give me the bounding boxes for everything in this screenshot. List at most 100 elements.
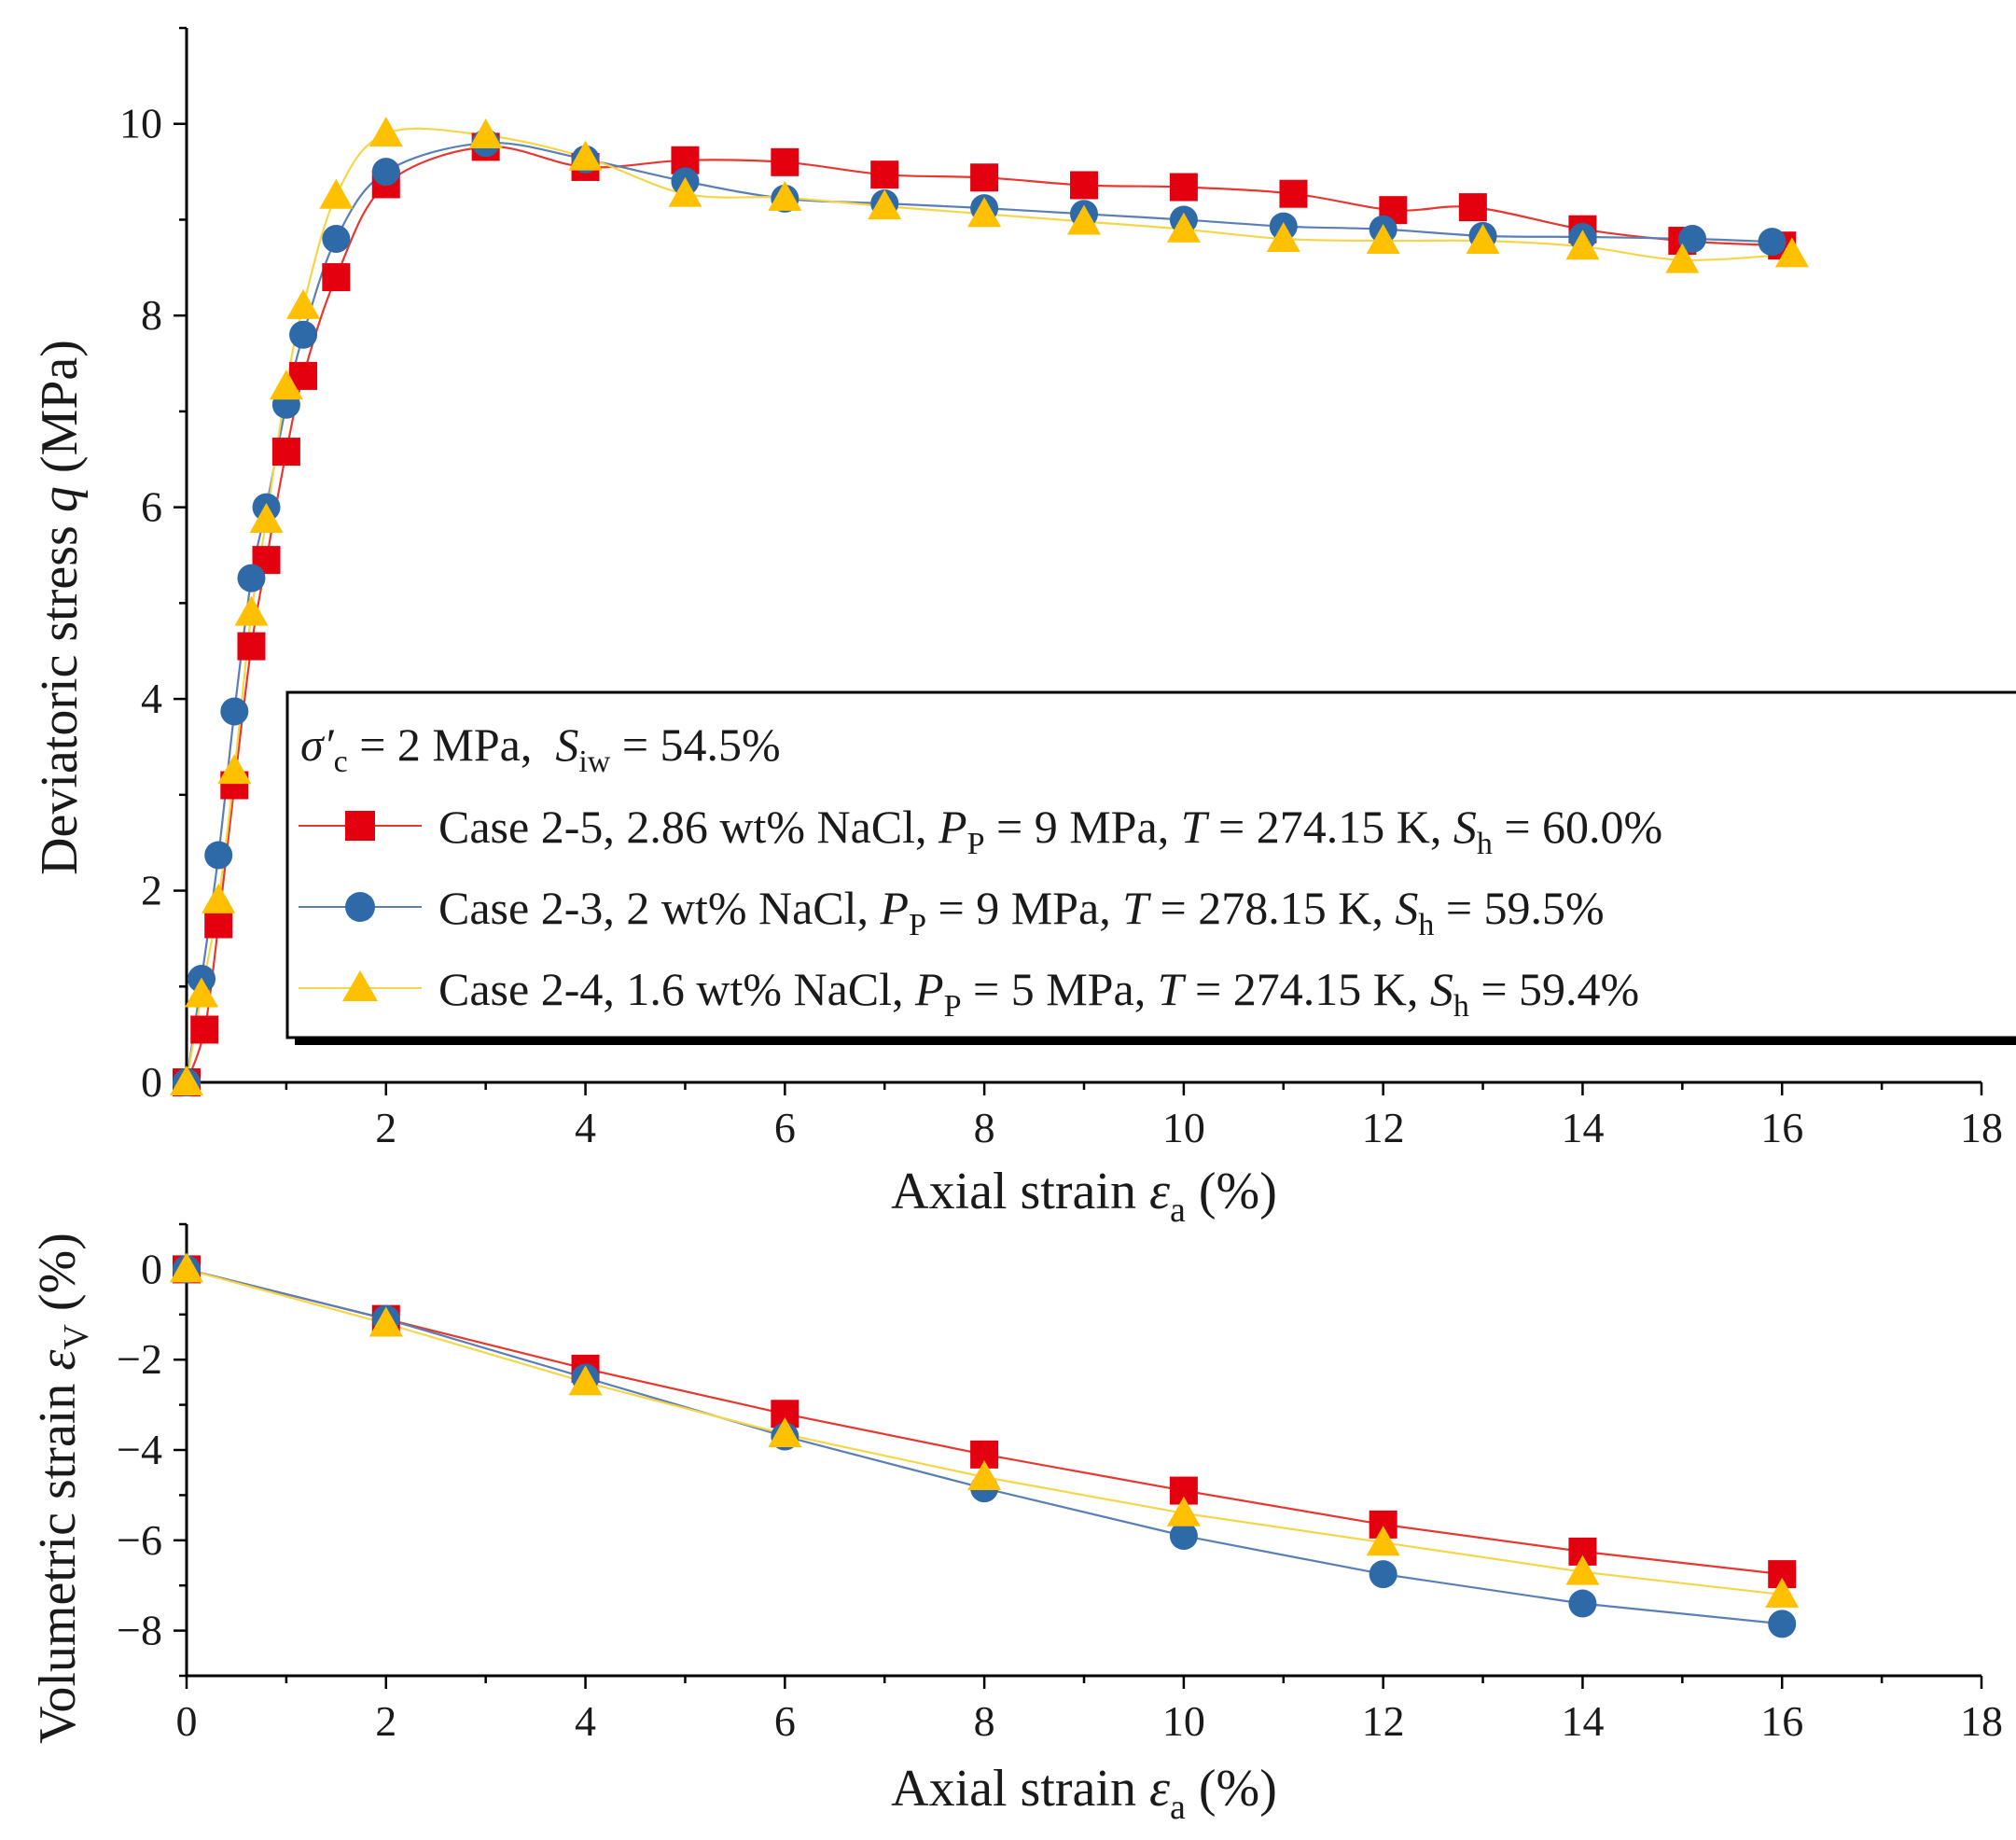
top-data-point — [1665, 243, 1700, 273]
bottom-x-tick-label: 18 — [1960, 1697, 2003, 1745]
legend-p-case-2-4: 5 MPa — [1011, 963, 1134, 1015]
top-x-tick-label: 2 — [375, 1104, 396, 1151]
legend-sh-case-2-4: 59.4% — [1519, 963, 1639, 1015]
bottom-y-tick-label: −8 — [117, 1607, 162, 1654]
top-x-tick-label: 10 — [1162, 1104, 1205, 1151]
legend-sigma-text: = 2 MPa, — [348, 718, 556, 771]
bottom-markers-case-2-5 — [173, 1255, 1797, 1589]
top-data-point — [1678, 225, 1707, 253]
top-x-axis-title: Axial strain εa (%) — [891, 1163, 1277, 1230]
bottom-x-tick-label: 0 — [176, 1697, 198, 1745]
top-data-point — [185, 977, 219, 1008]
bottom-data-point — [768, 1417, 802, 1448]
top-y-tick-label: 10 — [119, 100, 162, 147]
top-x-tick-label: 6 — [774, 1104, 796, 1151]
svg-text:Case 2-3, 2 wt% NaCl, PP = 9 M: Case 2-3, 2 wt% NaCl, PP = 9 MPa, T = 27… — [438, 882, 1605, 942]
top-data-point — [271, 438, 300, 467]
bottom-series-line-case-2-5 — [186, 1268, 1783, 1576]
top-x-tick-label: 18 — [1960, 1104, 2003, 1151]
bottom-x-tick-label: 16 — [1760, 1697, 1803, 1745]
bottom-y-tick-label: −2 — [117, 1335, 162, 1383]
bottom-x-tick-label: 8 — [974, 1697, 995, 1745]
legend-t-case-2-5: 274.15 K — [1257, 801, 1430, 853]
top-data-point — [468, 118, 503, 149]
top-data-point — [1070, 171, 1098, 200]
top-x-tick-label: 14 — [1561, 1104, 1604, 1151]
legend-sh-case-2-3: 59.5% — [1484, 882, 1605, 934]
legend-s-text: = 54.5% — [610, 718, 780, 771]
bottom-data-point — [1169, 1521, 1198, 1550]
bottom-data-point — [568, 1365, 603, 1396]
legend-marker-circle — [345, 892, 375, 922]
bottom-y-axis-title: Volumetric strain εV (%) — [29, 1233, 96, 1744]
top-data-point — [1366, 224, 1400, 255]
top-y-tick-label: 2 — [141, 867, 162, 914]
top-data-point — [1166, 212, 1201, 243]
top-data-point — [289, 320, 318, 349]
top-panel: 2 4 6 8 10 12 14 16 18 0 2 4 6 8 10 σ′c = 2 MPa, Siw =… — [31, 26, 2016, 1230]
legend-sh-case-2-5: 60.0% — [1542, 801, 1662, 853]
bottom-x-tick-label: 6 — [774, 1697, 796, 1745]
top-data-point — [371, 158, 400, 187]
top-data-point — [217, 754, 252, 785]
top-x-tick-label: 4 — [575, 1104, 596, 1151]
top-axes: 2 4 6 8 10 12 14 16 18 0 2 4 6 8 10 — [119, 26, 2003, 1151]
top-data-point — [870, 160, 899, 189]
legend-box — [285, 690, 2016, 1039]
bottom-data-point — [1366, 1526, 1400, 1556]
top-data-point — [269, 369, 303, 400]
legend-marker-triangle — [342, 970, 378, 1001]
bottom-data-point — [1166, 1496, 1201, 1526]
legend-s: S — [555, 718, 578, 771]
top-data-point — [868, 189, 902, 220]
bottom-data-point — [170, 1252, 203, 1283]
top-data-point — [1774, 237, 1809, 268]
top-x-tick-label: 8 — [974, 1104, 995, 1151]
top-x-tick-label: 16 — [1760, 1104, 1803, 1151]
bottom-axes: 0 2 4 6 8 10 12 14 16 18 0 −2 −4 −6 −8 — [117, 1222, 2003, 1745]
svg-text:Case 2-5, 2.86 wt% NaCl, PP =: Case 2-5, 2.86 wt% NaCl, PP = 9 MPa, T =… — [438, 801, 1662, 861]
bottom-data-point — [1565, 1554, 1600, 1585]
top-y-tick-label: 4 — [141, 675, 162, 722]
top-data-point — [286, 288, 321, 319]
top-markers-case-2-4 — [170, 117, 1809, 1095]
top-data-point — [204, 841, 233, 870]
bottom-x-axis-title: Axial strain εa (%) — [891, 1760, 1277, 1827]
bottom-markers-case-2-4 — [170, 1252, 1800, 1608]
bottom-data-point — [1768, 1610, 1797, 1638]
top-data-point — [220, 697, 249, 726]
bottom-x-tick-label: 14 — [1561, 1697, 1604, 1745]
top-y-axis-title: Deviatoric stress q (MPa) — [31, 340, 89, 875]
legend-t-case-2-3: 278.15 K — [1198, 882, 1371, 934]
top-data-point — [204, 910, 233, 939]
legend-header: σ′c = 2 MPa, Siw = 54.5% — [300, 718, 781, 779]
top-data-point — [322, 225, 351, 253]
legend-sigma: σ′ — [300, 718, 335, 771]
top-data-point — [1758, 228, 1787, 257]
bottom-data-point — [1568, 1589, 1597, 1618]
bottom-x-tick-label: 12 — [1362, 1697, 1405, 1745]
top-y-tick-label: 6 — [141, 483, 162, 531]
bottom-panel: 0 2 4 6 8 10 12 14 16 18 0 −2 −4 −6 −8 Axial strain εa… — [29, 1222, 2003, 1827]
bottom-series — [170, 1252, 1800, 1638]
top-data-point — [668, 176, 702, 207]
svg-text:Case 2-4, 1.6 wt% NaCl, PP = 5: Case 2-4, 1.6 wt% NaCl, PP = 5 MPa, T = … — [438, 963, 1639, 1024]
legend-entry-case-2-5: Case 2-5, 2.86 wt% NaCl, PP = 9 MPa, T =… — [299, 801, 1662, 861]
top-data-point — [234, 595, 269, 626]
legend-sigma-sub: c — [334, 745, 348, 779]
legend-marker-square — [345, 811, 375, 841]
bottom-y-tick-label: −6 — [117, 1516, 162, 1564]
top-data-point — [1279, 179, 1308, 208]
bottom-x-tick-label: 2 — [375, 1697, 396, 1745]
top-data-point — [237, 632, 266, 661]
legend-s-sub: iw — [578, 745, 610, 779]
bottom-data-point — [967, 1460, 1002, 1491]
top-data-point — [768, 180, 802, 211]
legend-t-case-2-4: 274.15 K — [1233, 963, 1407, 1015]
top-y-tick-label: 8 — [141, 291, 162, 339]
top-data-point — [1466, 224, 1500, 255]
bottom-y-tick-label: 0 — [141, 1245, 162, 1292]
top-data-point — [319, 178, 354, 209]
bottom-x-tick-label: 4 — [575, 1697, 596, 1745]
